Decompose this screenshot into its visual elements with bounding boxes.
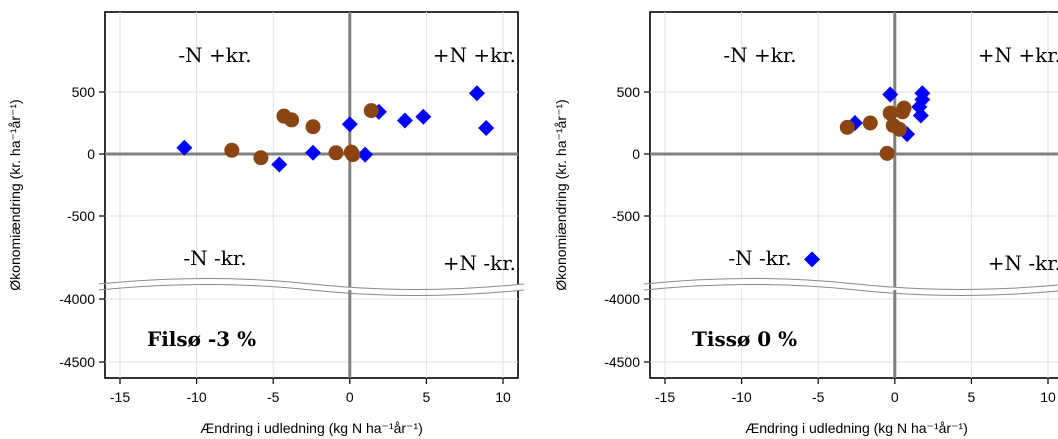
y-tick-label: -500: [67, 208, 95, 224]
data-point-diamond: [882, 86, 899, 103]
data-point-circle: [345, 147, 361, 163]
y-axis-label: Økonomiændring (kr. ha⁻¹år⁻¹): [7, 99, 23, 290]
plot-frame: [104, 11, 519, 379]
y-tick-label: -4500: [59, 354, 95, 370]
data-point-circle: [284, 112, 300, 128]
data-point-diamond: [912, 107, 929, 124]
y-tick-label: 500: [72, 84, 96, 100]
y-tick-label: -4000: [59, 291, 95, 307]
axis-break-line: [643, 278, 1058, 290]
data-point-circle: [363, 103, 379, 119]
data-point-circle: [253, 150, 269, 166]
y-tick-label: -4000: [604, 291, 640, 307]
data-point-circle: [891, 121, 907, 137]
x-axis-label: Ændring i udledning (kg N ha⁻¹år⁻¹): [200, 420, 423, 436]
x-tick-label: 10: [495, 389, 511, 405]
scatter-panel-1: -15 -10 -5 0 5 10 500 0 -500 -4000 -4500 -N +kr. +N …: [7, 11, 525, 436]
data-point-circle: [862, 115, 878, 131]
scatter-panel-2: -15 -10 -5 0 5 10 500 0 -500 -4000 -4500 -N +kr. +N …: [553, 11, 1058, 436]
quadrant-label-top-right: +N +kr.: [978, 43, 1058, 67]
axis-break-fill: [644, 278, 1058, 291]
y-tick-label: -4500: [604, 354, 640, 370]
data-point-diamond: [341, 116, 358, 133]
x-tick-label: -10: [731, 389, 751, 405]
data-point-circle: [305, 119, 321, 135]
axis-break-line: [98, 278, 525, 290]
quadrant-label-top-left: -N +kr.: [178, 43, 251, 67]
data-point-diamond: [804, 251, 821, 268]
panel-name: Filsø -3 %: [147, 327, 256, 351]
quadrant-label-bottom-right: +N -kr.: [988, 251, 1058, 275]
panel-name: Tissø 0 %: [692, 327, 797, 351]
quadrant-label-top-left: -N +kr.: [723, 43, 796, 67]
y-tick-label: 500: [617, 84, 641, 100]
data-point-diamond: [271, 156, 288, 173]
x-tick-label: -10: [186, 389, 206, 405]
x-axis-label: Ændring i udledning (kg N ha⁻¹år⁻¹): [745, 420, 968, 436]
data-point-circle: [879, 145, 895, 161]
quadrant-label-bottom-left: -N -kr.: [183, 246, 246, 270]
data-point-diamond: [396, 112, 413, 129]
data-point-diamond: [914, 85, 931, 102]
quadrant-label-top-right: +N +kr.: [433, 43, 516, 67]
data-point-diamond: [415, 108, 432, 125]
x-tick-label: 10: [1040, 389, 1056, 405]
data-point-diamond: [478, 119, 495, 136]
x-tick-label: -15: [110, 389, 130, 405]
x-tick-label: 0: [891, 389, 899, 405]
quadrant-label-bottom-left: -N -kr.: [728, 246, 791, 270]
data-point-diamond: [176, 139, 193, 156]
x-tick-label: -5: [267, 389, 280, 405]
data-point-circle: [896, 100, 912, 116]
data-point-circle: [328, 145, 344, 161]
y-axis-label: Økonomiændring (kr. ha⁻¹år⁻¹): [553, 99, 569, 290]
y-tick-label: -500: [612, 208, 640, 224]
data-point-diamond: [357, 146, 374, 163]
data-point-diamond: [305, 144, 322, 161]
x-tick-label: -5: [812, 389, 825, 405]
data-point-circle: [882, 105, 898, 121]
x-tick-label: 5: [423, 389, 431, 405]
axis-break-line: [98, 284, 525, 296]
quadrant-label-bottom-right: +N -kr.: [443, 251, 516, 275]
y-tick-label: 0: [632, 146, 640, 162]
y-tick-label: 0: [87, 146, 95, 162]
data-point-diamond: [468, 85, 485, 102]
data-point-circle: [839, 119, 855, 135]
plot-frame: [649, 11, 1058, 379]
x-tick-label: -15: [655, 389, 675, 405]
x-tick-label: 0: [346, 389, 354, 405]
data-point-circle: [224, 142, 240, 158]
axis-break-line: [643, 284, 1058, 296]
x-tick-label: 5: [968, 389, 976, 405]
